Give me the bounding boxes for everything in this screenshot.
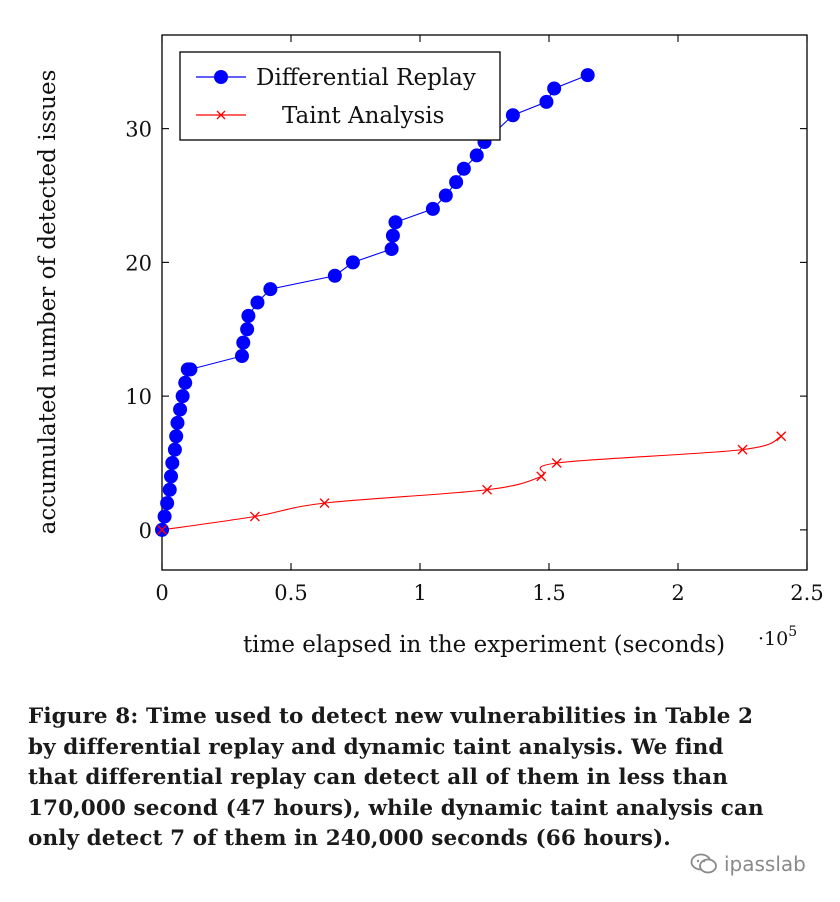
line-chart: 0 0.5 1 1.5 2 2.5 0 10 20 30 time elapsed in the … [35, 34, 824, 658]
data-point-differential-replay [425, 201, 440, 216]
caption-line: only detect 7 of them in 240,000 seconds… [28, 826, 671, 851]
data-point-differential-replay [173, 402, 188, 417]
caption-line: 170,000 second (47 hours), while dynamic… [28, 795, 764, 821]
y-axis-label: accumulated number of detected issues [35, 70, 61, 535]
x-axis-scale-exponent: 5 [788, 624, 797, 640]
data-point-differential-replay [169, 429, 184, 444]
legend-marker-circle-icon [214, 70, 228, 84]
data-point-differential-replay [165, 456, 180, 470]
caption-line: Figure 8: Time used to detect new vulner… [28, 704, 754, 729]
data-point-taint-analysis [737, 444, 748, 455]
x-tick-label: 1 [413, 581, 426, 605]
legend-entry-differential-replay: Differential Replay [256, 65, 476, 91]
data-point-differential-replay [240, 322, 255, 337]
x-tick-label: 0 [155, 581, 168, 605]
data-point-differential-replay [345, 255, 360, 270]
data-point-differential-replay [164, 469, 179, 484]
caption-line: that differential replay can detect all … [28, 765, 728, 790]
data-point-differential-replay [167, 442, 182, 457]
legend-marker-x-icon [216, 110, 226, 120]
data-point-taint-analysis [536, 471, 547, 482]
data-point-differential-replay [160, 496, 175, 511]
data-point-taint-analysis [157, 524, 167, 535]
data-point-differential-replay [263, 282, 278, 297]
chat-bubble-icon [690, 853, 717, 874]
watermark: ipasslab [690, 849, 806, 879]
x-tick-label: 0.5 [274, 581, 307, 605]
data-point-differential-replay [183, 362, 198, 377]
watermark-text: ipasslab [724, 852, 806, 876]
data-point-taint-analysis [551, 458, 562, 468]
data-point-differential-replay [162, 482, 177, 497]
figure-caption: Figure 8: Time used to detect new vulner… [28, 702, 828, 855]
x-axis-label: time elapsed in the experiment (seconds) [243, 632, 725, 658]
data-point-differential-replay [469, 148, 484, 163]
data-point-differential-replay [175, 389, 190, 404]
series-line-differential-replay [161, 74, 588, 530]
data-point-taint-analysis [482, 484, 493, 495]
tick-labels: 0 0.5 1 1.5 2 2.5 0 10 20 30 [125, 118, 823, 605]
data-point-differential-replay [234, 349, 249, 363]
x-axis-scale-label: ·105 [758, 624, 797, 650]
data-point-taint-analysis [776, 431, 787, 442]
data-point-differential-replay [170, 415, 185, 430]
data-point-differential-replay [384, 242, 399, 256]
data-point-differential-replay [547, 81, 562, 96]
y-tick-label: 0 [139, 519, 152, 543]
data-point-differential-replay [385, 228, 400, 243]
data-point-differential-replay [388, 215, 403, 230]
data-point-taint-analysis [249, 511, 260, 522]
data-point-differential-replay [178, 375, 193, 390]
y-tick-label: 20 [125, 251, 152, 275]
plot-frame [161, 34, 808, 571]
data-point-differential-replay [449, 175, 464, 190]
data-point-differential-replay [505, 108, 520, 123]
caption-line: by differential replay and dynamic taint… [28, 734, 724, 760]
legend: Differential Replay Taint Analysis [179, 51, 501, 141]
data-point-differential-replay [241, 308, 256, 323]
legend-box [179, 51, 501, 141]
data-point-differential-replay [456, 161, 471, 176]
y-tick-label: 30 [125, 118, 152, 142]
y-tick-label: 10 [125, 385, 152, 409]
series-line-taint-analysis [161, 435, 782, 531]
x-tick-label: 1.5 [532, 581, 565, 605]
data-point-differential-replay [580, 68, 595, 83]
data-point-differential-replay [157, 509, 172, 524]
data-point-differential-replay [327, 268, 342, 283]
data-point-taint-analysis [319, 498, 330, 509]
series-layer [155, 68, 787, 537]
x-tick-label: 2.5 [790, 581, 823, 605]
data-point-differential-replay [236, 335, 251, 350]
x-tick-label: 2 [671, 581, 684, 605]
legend-entry-taint-analysis: Taint Analysis [282, 103, 444, 129]
data-point-differential-replay [438, 188, 453, 203]
data-point-differential-replay [539, 94, 554, 109]
data-point-differential-replay [250, 295, 265, 310]
